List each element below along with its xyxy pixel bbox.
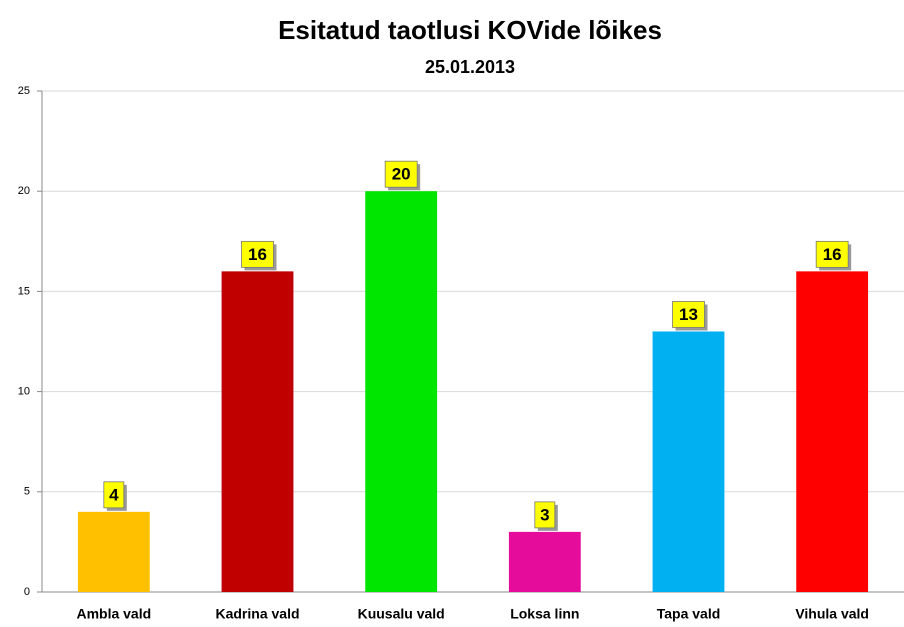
y-tick-label: 10 xyxy=(18,386,30,398)
y-tick-label: 20 xyxy=(18,185,30,197)
data-label: 3 xyxy=(540,505,549,524)
data-label: 4 xyxy=(109,485,119,504)
label-box xyxy=(815,240,849,268)
y-tick-label: 5 xyxy=(24,486,30,498)
bar xyxy=(77,511,150,592)
chart-subtitle: 25.01.2013 xyxy=(425,57,515,77)
label-box xyxy=(241,240,274,268)
y-tick-label: 15 xyxy=(18,285,30,297)
x-tick-label: Ambla vald xyxy=(76,606,151,622)
label-box xyxy=(103,481,125,509)
x-tick-label: Tapa vald xyxy=(657,606,721,622)
label-box xyxy=(672,301,705,328)
x-tick-label: Kadrina vald xyxy=(215,606,299,622)
x-tick-label: Vihula vald xyxy=(795,606,869,622)
data-label: 16 xyxy=(248,245,267,264)
bar xyxy=(508,531,581,592)
bar xyxy=(221,271,294,592)
data-label: 13 xyxy=(679,305,698,324)
x-tick-label: Loksa linn xyxy=(510,606,579,622)
x-tick-label: Kuusalu vald xyxy=(358,606,445,622)
data-label: 16 xyxy=(823,245,842,264)
data-label: 20 xyxy=(392,165,411,184)
bar xyxy=(652,331,725,592)
y-tick-label: 25 xyxy=(18,85,30,97)
bar xyxy=(365,191,438,592)
label-box xyxy=(384,160,418,188)
bar xyxy=(796,271,869,592)
label-box xyxy=(534,501,556,529)
y-tick-label: 0 xyxy=(24,586,30,598)
chart-title: Esitatud taotlusi KOVide lõikes xyxy=(278,15,662,45)
